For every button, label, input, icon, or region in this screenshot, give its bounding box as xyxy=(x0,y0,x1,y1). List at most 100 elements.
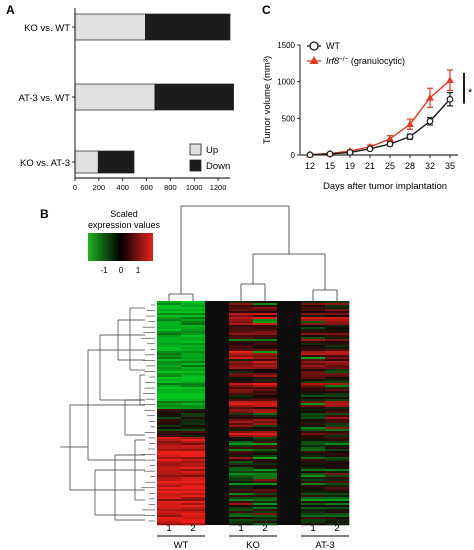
heatmap-cell xyxy=(181,469,206,472)
heatmap-cell xyxy=(181,439,206,442)
heatmap-cell xyxy=(301,481,326,484)
heatmap-cell xyxy=(181,423,206,426)
heatmap-cell xyxy=(157,337,182,340)
heatmap-cell xyxy=(325,349,350,352)
heatmap-cell xyxy=(157,431,182,434)
heatmap-cell xyxy=(157,437,182,440)
heatmap-cell xyxy=(181,499,206,502)
heatmap-cell xyxy=(301,411,326,414)
heatmap-cell xyxy=(325,355,350,358)
heatmap-cell xyxy=(181,335,206,338)
heatmap-cell xyxy=(253,383,278,386)
heatmap-cell xyxy=(181,431,206,434)
heatmap-cell xyxy=(181,361,206,364)
heatmap-cell xyxy=(181,321,206,324)
heatmap-cell xyxy=(301,367,326,370)
heatmap-cell xyxy=(181,519,206,522)
heatmap-cell xyxy=(157,487,182,490)
heatmap-cell xyxy=(253,421,278,424)
heatmap-cell xyxy=(229,487,254,490)
heatmap-cell xyxy=(181,455,206,458)
legend-swatch-up xyxy=(189,143,202,156)
heatmap-cell xyxy=(253,367,278,370)
heatmap-cell xyxy=(181,305,206,308)
heatmap-cell xyxy=(325,473,350,476)
heatmap-cell xyxy=(325,377,350,380)
heatmap-cell xyxy=(253,499,278,502)
heatmap-cell xyxy=(229,401,254,404)
data-point-circle xyxy=(346,149,354,156)
heatmap-cell xyxy=(253,435,278,438)
heatmap-cell xyxy=(229,521,254,524)
bar-up xyxy=(74,150,99,174)
heatmap-cell xyxy=(229,351,254,354)
heatmap-cell xyxy=(301,341,326,344)
row-dendrogram xyxy=(60,304,155,522)
heatmap-cell xyxy=(325,337,350,340)
heatmap-cell xyxy=(229,329,254,332)
heatmap-cell xyxy=(253,489,278,492)
heatmap-cell xyxy=(181,333,206,336)
heatmap-cell xyxy=(181,349,206,352)
heatmap-cell xyxy=(181,437,206,440)
bar-down xyxy=(97,150,135,174)
heatmap-cell xyxy=(325,341,350,344)
heatmap-cell xyxy=(181,453,206,456)
heatmap-cell xyxy=(301,383,326,386)
heatmap-cell xyxy=(181,329,206,332)
heatmap-cell xyxy=(229,417,254,420)
heatmap-cell xyxy=(301,321,326,324)
heatmap-cell xyxy=(157,395,182,398)
heatmap-cell xyxy=(181,337,206,340)
heatmap-cell xyxy=(157,371,182,374)
heatmap-cell xyxy=(181,347,206,350)
heatmap-cell xyxy=(229,361,254,364)
column-dendrogram xyxy=(168,205,338,301)
heatmap-cell xyxy=(253,453,278,456)
sample-label: 2 xyxy=(262,523,267,534)
heatmap-cell xyxy=(301,317,326,320)
heatmap-cell xyxy=(325,465,350,468)
y-tick-label: 1500 xyxy=(277,41,295,50)
heatmap-cell xyxy=(253,351,278,354)
heatmap-cell xyxy=(253,343,278,346)
sample-label: 1 xyxy=(166,523,171,534)
heatmap-cell xyxy=(253,347,278,350)
heatmap-cell xyxy=(325,371,350,374)
x-tick-label: 12 xyxy=(305,161,315,171)
heatmap-cell xyxy=(229,483,254,486)
heatmap-cell xyxy=(301,405,326,408)
x-tick-label: 1200 xyxy=(210,183,227,192)
heatmap-cell xyxy=(229,341,254,344)
data-point-circle xyxy=(366,145,374,153)
heatmap-cell xyxy=(157,429,182,432)
x-tick-label: 200 xyxy=(93,183,106,192)
heatmap-cell xyxy=(157,489,182,492)
heatmap-cell xyxy=(181,521,206,524)
heatmap-cell xyxy=(301,363,326,366)
heatmap-cell xyxy=(157,345,182,348)
heatmap-cell xyxy=(229,385,254,388)
heatmap-cell xyxy=(157,425,182,428)
heatmap-cell xyxy=(229,423,254,426)
heatmap-cell xyxy=(229,367,254,370)
heatmap-cell xyxy=(157,335,182,338)
heatmap-cell xyxy=(229,315,254,318)
heatmap-cell xyxy=(181,487,206,490)
heatmap-cell xyxy=(157,413,182,416)
heatmap-cell xyxy=(301,491,326,494)
heatmap-cell xyxy=(301,505,326,508)
legend-marker-wt xyxy=(309,41,319,51)
heatmap-cell xyxy=(301,347,326,350)
heatmap-cell xyxy=(157,445,182,448)
heatmap-cell xyxy=(253,521,278,524)
heatmap-cell xyxy=(229,427,254,430)
heatmap-cell xyxy=(301,427,326,430)
sample-label: 1 xyxy=(310,523,315,534)
heatmap-cell xyxy=(301,343,326,346)
heatmap-cell xyxy=(325,307,350,310)
heatmap-cell xyxy=(229,471,254,474)
heatmap-cell xyxy=(157,497,182,500)
heatmap-cell xyxy=(301,365,326,368)
